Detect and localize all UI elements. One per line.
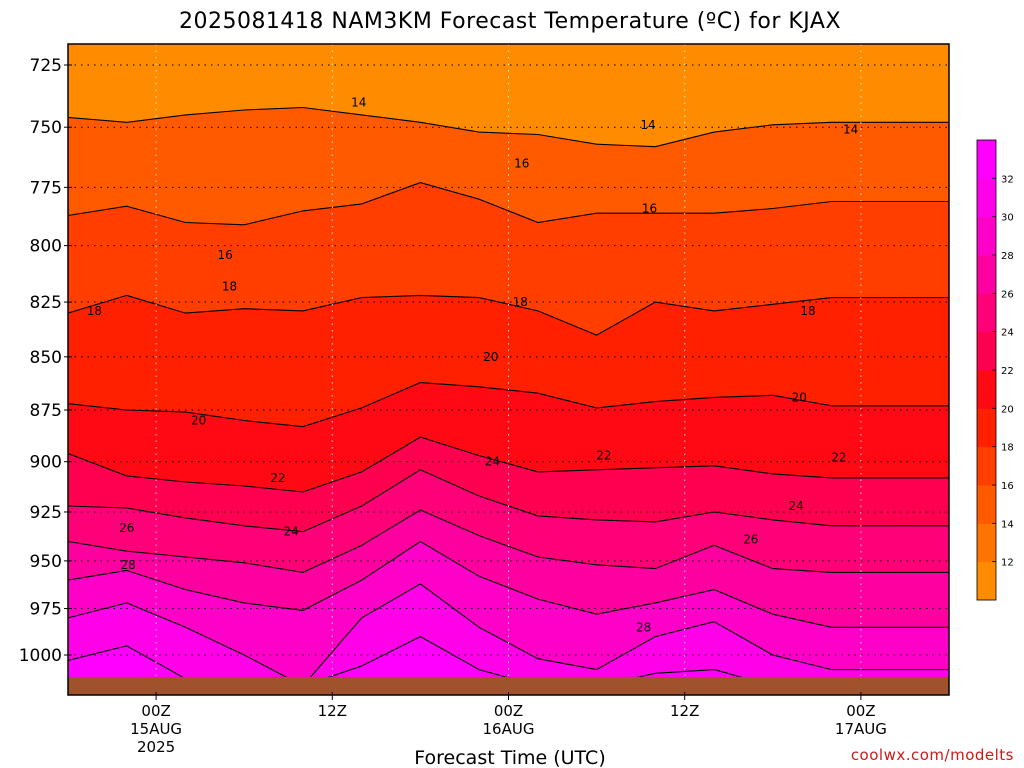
contour-label: 18 [222,279,237,293]
isotherm-24 [68,469,949,533]
x-tick-label: 00Z [494,702,523,720]
contour-label: 24 [789,499,804,513]
contour-label: 26 [743,533,758,547]
contour-label: 28 [636,620,651,634]
colorbar-label: 16 [1001,481,1014,492]
y-tick-label: 850 [30,348,62,368]
isotherm-30 [68,583,949,687]
colorbar-swatch [977,561,996,601]
contour-label: 20 [792,390,807,404]
contour-label: 22 [270,471,285,485]
colorbar-swatch [977,331,996,371]
contour-label: 16 [217,248,232,262]
y-tick-label: 825 [30,293,62,313]
colorbar-swatch [977,140,996,179]
isotherm-22 [68,436,949,493]
colorbar-label: 14 [1001,519,1014,530]
contour-label: 28 [121,558,136,572]
colorbar-label: 22 [1001,366,1014,377]
contour-label: 16 [642,202,657,216]
colorbar-swatch [977,178,996,218]
contour-label: 22 [831,451,846,465]
x-tick-label: 12Z [670,702,699,720]
contour-label: 14 [351,96,366,110]
contour-label: 16 [514,157,529,171]
colorbar-label: 24 [1001,328,1014,339]
colorbar-label: 32 [1001,174,1014,185]
isotherm-18 [68,294,949,336]
x-tick-label: 00Z [846,702,875,720]
contour-labels: 14 14 14 16 16 16 18 18 18 18 20 20 20 22 22 22 24 24 24 26… [87,96,858,635]
colorbar-swatch [977,485,996,524]
colorbar-swatch [977,408,996,448]
colorbar-label: 28 [1001,251,1014,262]
contour-label: 14 [843,123,858,137]
x-tick-label: 12Z [318,702,347,720]
colorbar-label: 12 [1001,558,1014,569]
x-tick-label: 00Z [141,702,170,720]
isotherm-28 [68,540,949,628]
contour-label: 14 [640,118,655,132]
contour-label: 22 [596,449,611,463]
contour-label: 18 [87,304,102,318]
y-tick-label: 775 [30,178,62,198]
y-tick-label: 725 [30,56,62,76]
isotherm-20 [68,382,949,428]
colorbar-swatch [977,523,996,563]
x-tick-label: 17AUG [835,720,887,738]
colorbar-label: 30 [1001,213,1014,224]
colorbar-swatch [977,255,996,294]
credit-link[interactable]: coolwx.com/modelts [851,746,1014,764]
x-tick-label: 2025 [137,738,175,756]
y-tick-label: 900 [30,453,62,473]
contour-label: 24 [284,525,299,539]
colorbar: 12 14 16 18 20 22 24 26 28 30 32 [976,139,1014,601]
y-tick-label: 1000 [19,646,62,666]
colorbar-label: 18 [1001,443,1014,454]
grid-lines [68,44,949,695]
colorbar-swatch [977,216,996,256]
y-tick-label: 950 [30,552,62,572]
isotherm-lines [68,106,949,687]
x-tick-label: 15AUG [130,720,182,738]
contour-label: 20 [483,350,498,364]
y-tick-label: 925 [30,503,62,523]
contour-label: 18 [513,295,528,309]
x-axis-title: Forecast Time (UTC) [414,747,605,768]
y-tick-label: 975 [30,600,62,620]
plot-area: 14 14 14 16 16 16 18 18 18 18 20 20 20 22 22 22 24 24 24 26… [68,44,949,695]
contour-label: 26 [119,521,134,535]
y-tick-label: 800 [30,237,62,257]
colorbar-label: 26 [1001,289,1014,300]
contour-label: 24 [485,455,500,469]
y-tick-label: 875 [30,401,62,421]
isotherm-14 [68,106,949,148]
contour-label: 20 [191,413,206,427]
band-30 [68,583,949,695]
isotherm-16 [68,182,949,226]
colorbar-swatch [977,293,996,333]
x-tick-label: 16AUG [483,720,535,738]
chart-title: 2025081418 NAM3KM Forecast Temperature (… [179,9,841,34]
colorbar-swatch [977,446,996,486]
y-axis: 725 750 775 800 825 850 875 900 925 950 975 1000 [19,56,72,666]
colorbar-label: 20 [1001,404,1014,415]
y-tick-label: 750 [30,118,62,138]
temperature-bands [68,107,949,695]
colorbar-swatch [977,370,996,409]
contour-label: 18 [800,304,815,318]
isotherm-26 [68,509,949,573]
ground-below-surface [68,676,949,695]
